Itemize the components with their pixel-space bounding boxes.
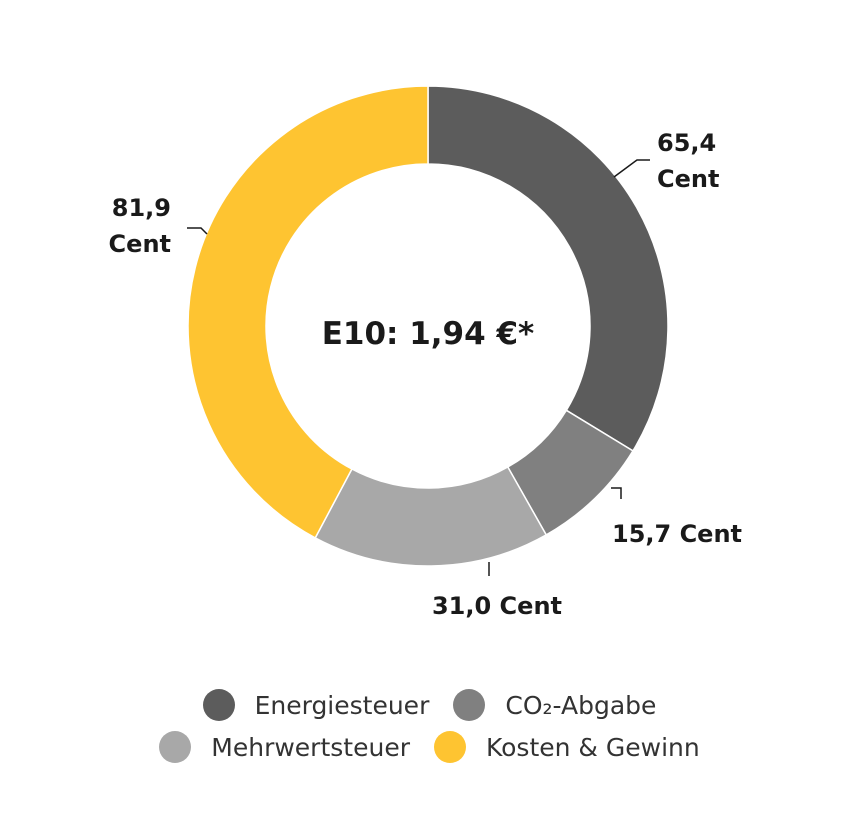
slice-value-label: 65,4 (657, 129, 716, 157)
slice-value-label: 15,7 Cent (612, 520, 742, 548)
donut-slice-kosten-gewinn (187, 85, 429, 539)
legend-item-co2-abgabe: CO₂-Abgabe (453, 689, 656, 721)
slice-value-label: Cent (109, 230, 171, 258)
slice-labels: 65,4 Cent 15,7 Cent 31,0 Cent 81,9 Cent (109, 129, 742, 620)
chart-center-title: E10: 1,94 €* (322, 316, 535, 352)
donut-chart: 65,4 Cent 15,7 Cent 31,0 Cent 81,9 Cent E10: … (109, 85, 742, 620)
donut-slice-mehrwertsteuer (314, 465, 548, 567)
legend-item-kosten-gewinn: Kosten & Gewinn (433, 731, 700, 763)
legend-swatch-co2-abgabe (453, 689, 486, 721)
slice-value-label: Cent (657, 165, 719, 193)
donut-slices (187, 85, 669, 567)
label-leader-line (613, 159, 650, 178)
chart-legend: Energiesteuer CO₂-Abgabe Mehrwertsteuer … (0, 684, 859, 768)
legend-swatch-kosten-gewinn (433, 731, 466, 763)
legend-row: Mehrwertsteuer Kosten & Gewinn (0, 726, 859, 768)
legend-label-co2-abgabe: CO₂-Abgabe (505, 690, 657, 720)
legend-swatch-energiesteuer (202, 689, 235, 721)
legend-label-mehrwertsteuer: Mehrwertsteuer (211, 732, 410, 762)
donut-slice-energiesteuer (427, 85, 669, 452)
legend-item-mehrwertsteuer: Mehrwertsteuer (159, 731, 410, 763)
legend-item-energiesteuer: Energiesteuer (202, 689, 430, 721)
legend-row: Energiesteuer CO₂-Abgabe (0, 684, 859, 726)
label-leader-line (611, 487, 622, 499)
legend-label-energiesteuer: Energiesteuer (254, 690, 430, 720)
slice-value-label: 81,9 (112, 194, 171, 222)
legend-swatch-mehrwertsteuer (159, 731, 192, 763)
label-leader-line (187, 227, 208, 235)
slice-value-label: 31,0 Cent (432, 592, 562, 620)
legend-label-kosten-gewinn: Kosten & Gewinn (485, 732, 700, 762)
